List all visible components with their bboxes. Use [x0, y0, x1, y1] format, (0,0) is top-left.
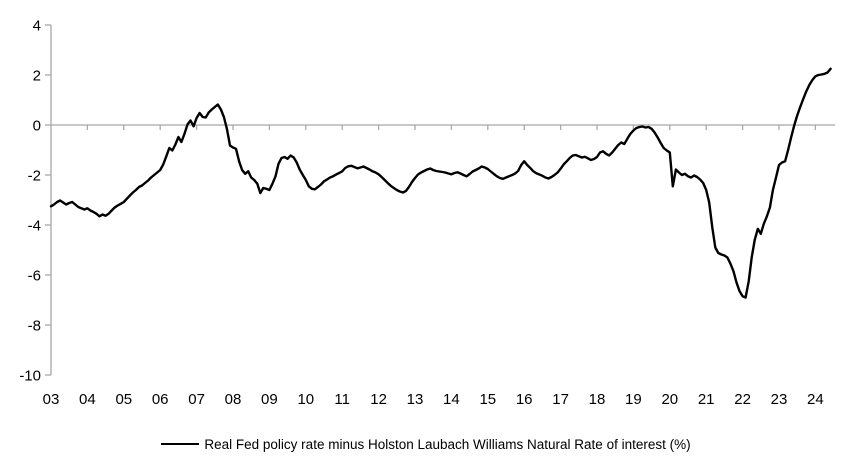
y-axis-tick-label: -6 — [28, 267, 41, 284]
x-axis-tick-label: 16 — [516, 391, 533, 408]
x-axis-tick-label: 18 — [589, 391, 606, 408]
x-axis-tick-label: 24 — [807, 391, 824, 408]
x-axis-tick-label: 07 — [188, 391, 205, 408]
x-axis-tick-label: 21 — [698, 391, 715, 408]
x-axis-tick-label: 06 — [152, 391, 169, 408]
x-axis-tick-label: 20 — [661, 391, 678, 408]
legend-line-sample — [161, 443, 200, 445]
x-axis-tick-label: 17 — [552, 391, 569, 408]
y-axis-tick-label: 4 — [33, 17, 41, 34]
x-axis-tick-label: 04 — [79, 391, 96, 408]
x-axis-tick-label: 09 — [261, 391, 278, 408]
x-axis-tick-label: 03 — [43, 391, 60, 408]
x-axis-tick-label: 23 — [771, 391, 788, 408]
series-line — [49, 67, 832, 299]
x-axis-tick-label: 10 — [297, 391, 314, 408]
chart-legend: Real Fed policy rate minus Holston Lauba… — [0, 433, 852, 455]
x-axis-tick-label: 19 — [625, 391, 642, 408]
x-axis-tick-label: 15 — [479, 391, 496, 408]
y-axis-tick-label: -4 — [28, 217, 41, 234]
x-axis-tick-label: 12 — [370, 391, 387, 408]
x-axis-tick-label: 14 — [443, 391, 460, 408]
x-axis-tick-label: 11 — [334, 391, 350, 408]
y-axis-tick-label: -10 — [19, 367, 41, 384]
legend-series-label: Real Fed policy rate minus Holston Lauba… — [204, 436, 691, 452]
x-axis-tick-label: 08 — [225, 391, 242, 408]
y-axis-tick-label: 2 — [33, 67, 41, 84]
x-axis-tick-label: 13 — [407, 391, 424, 408]
x-axis-tick-label: 22 — [734, 391, 751, 408]
y-axis-tick-label: -8 — [28, 317, 41, 334]
y-axis-tick-label: -2 — [28, 167, 41, 184]
y-axis-tick-label: 0 — [33, 117, 41, 134]
x-axis-tick-label: 05 — [115, 391, 132, 408]
